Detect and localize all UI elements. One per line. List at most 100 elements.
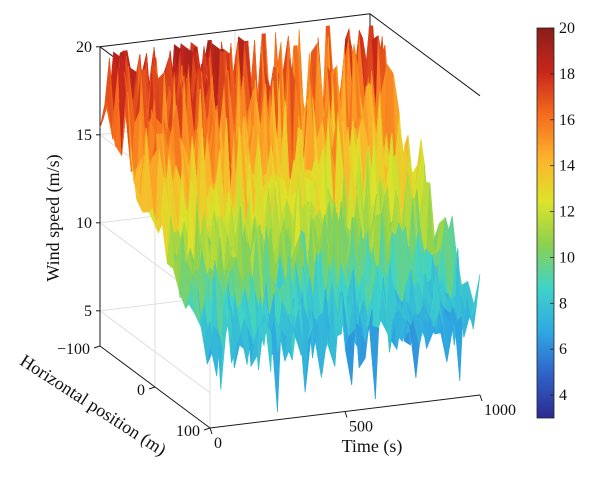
x-axis-label: Time (s) [342,436,403,457]
surface-front-edge [253,346,258,356]
surface-front-edge [358,328,362,338]
surface-front-edge [372,309,376,400]
surface-front-edge [270,293,275,372]
colorbar-tick: 12 [559,204,575,221]
surface-front-edge [426,321,430,341]
surface-front-edge [422,330,426,341]
surface-front-edge [250,339,254,347]
surface-front-edge [243,348,248,365]
surface-front-edge [294,315,298,345]
surface-front-edge [365,326,369,359]
surface-front-edge [351,328,356,386]
surface-front-edge [230,316,234,344]
surface-front-edge [442,324,447,354]
surface-front-edge [280,310,285,332]
surface-front-edge [409,314,413,330]
surface-front-edge [247,339,251,365]
surface-front-edge [220,336,224,356]
surface-front-edge [311,320,315,334]
y-tick-label: 100 [176,423,200,440]
colorbar-tick: 18 [559,66,575,83]
surface-front-edge [257,295,261,356]
surface-front-edge [361,328,366,359]
surface-front-edge [382,315,386,330]
z-tick-label: 10 [76,215,92,232]
surface-front-edge [331,348,335,367]
surface-front-edge [402,320,406,342]
surface-front-edge [432,330,437,334]
surface-front-edge [334,320,339,367]
surface-front-edge [375,327,379,400]
surface-front-edge [456,323,460,382]
surface-front-edge [284,310,288,339]
surface-front-edge [473,304,477,330]
surface-front-edge [240,341,244,349]
colorbar-tick: 16 [559,112,575,129]
surface-front-edge [314,320,318,330]
surface-front-edge [321,312,325,378]
surface-front-edge [415,346,420,379]
surface-front-edge [395,311,399,329]
surface-front-edge [274,293,278,413]
z-tick-label: 5 [84,303,92,320]
surface-front-edge [412,329,416,379]
colorbar-tick: 14 [559,158,575,175]
surface-front-edge [210,321,214,350]
surface-front-edge [378,315,383,328]
y-tick-label: −100 [57,341,90,358]
surface-front-edge [213,349,217,377]
surface-front-edge [216,336,221,377]
surface-front-edge [466,312,470,315]
y-tick-label: 0 [137,382,145,399]
surface-front-edge [385,329,389,337]
colorbar-tick: 10 [559,249,575,266]
surface-front-edge [392,281,396,312]
surface-front-edge [277,331,281,413]
surface-patch [368,325,380,400]
surface-front-edge [287,338,291,346]
surface-front-edge [476,274,480,305]
z-tick-label: 15 [76,127,92,144]
colorbar-tick: 20 [559,20,575,37]
surface-front-edge [388,281,393,337]
surface-front-edge [463,312,467,315]
surface-front-edge [439,309,443,326]
surface-front-edge [260,295,264,346]
y-axis-label: Horizontal position (m) [16,350,170,460]
surface-front-edge [405,314,410,322]
surface-front-edge [328,330,332,349]
surface-front-edge [267,319,271,372]
colorbar [536,27,555,419]
surface-front-edge [324,312,329,331]
surface-front-edge [446,322,450,354]
z-axis-label: Wind speed (m/s) [43,154,64,281]
x-tick-label: 0 [214,435,222,452]
colorbar-tick: 6 [559,341,567,358]
tick-labels: 5 10 15 20 0 500 1000 −100 0 100 [57,39,516,452]
surface-patch [470,274,481,320]
surface-front-edge [226,316,231,320]
surface-front-edge [237,341,241,350]
surface-front-edge [368,309,372,327]
surface-front-edge [318,329,322,378]
surface-front-edge [449,322,453,326]
surface-front-edge [341,285,345,334]
surface-front-edge [469,314,474,330]
surface-front-edge [264,319,268,346]
surface-front-edge [233,343,237,350]
surface-front-edge [429,321,433,334]
surface-front-edge [345,285,349,340]
surface-front-edge [291,315,295,346]
surface-front-edge [307,318,312,334]
colorbar-tick-labels: 4 6 8 10 12 14 16 18 20 [550,20,575,404]
surface-front-edge [223,319,227,356]
surface-front-edge [436,309,440,331]
x-tick-label: 1000 [484,402,516,419]
surface-front-edge [297,344,302,356]
surface-front-edge [399,328,403,342]
surface-front-edge [348,338,352,386]
surface-front-edge [453,323,457,326]
surface-front-edge [304,318,308,353]
surface-plot [99,25,481,413]
